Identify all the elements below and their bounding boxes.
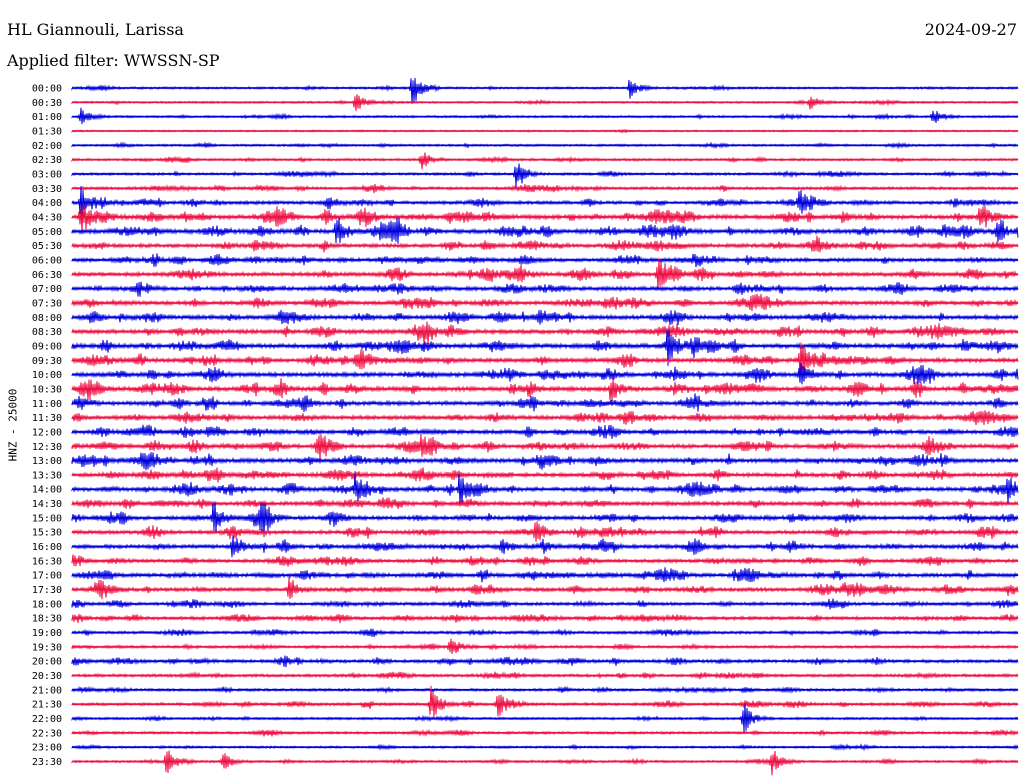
row-time-label: 17:30: [32, 585, 62, 596]
row-time-label: 05:30: [32, 241, 62, 252]
row-time-label: 16:00: [32, 542, 62, 553]
row-time-label: 06:30: [32, 270, 62, 281]
row-time-label: 14:00: [32, 485, 62, 496]
row-time-label: 07:00: [32, 284, 62, 295]
trace-line: [71, 235, 1019, 253]
row-time-label: 22:30: [32, 728, 62, 739]
row-time-label: 23:00: [32, 743, 62, 754]
row-time-label: 00:00: [32, 84, 62, 95]
trace-line: [71, 163, 1019, 187]
row-time-label: 11:30: [32, 413, 62, 424]
row-time-label: 04:00: [32, 198, 62, 209]
row-time-label: 16:30: [32, 556, 62, 567]
row-time-label: 01:30: [32, 126, 62, 137]
trace-line: [71, 321, 1019, 346]
row-time-label: 19:30: [32, 642, 62, 653]
row-time-label: 01:00: [32, 112, 62, 123]
row-time-label: 22:00: [32, 714, 62, 725]
row-time-label: 10:00: [32, 370, 62, 381]
row-time-label: 00:30: [32, 98, 62, 109]
row-time-label: 09:00: [32, 341, 62, 352]
row-time-label: 09:30: [32, 356, 62, 367]
filter-label: Applied filter: WWSSN-SP: [7, 51, 220, 70]
row-time-label: 02:30: [32, 155, 62, 166]
row-time-label: 20:30: [32, 671, 62, 682]
trace-line: [71, 577, 1019, 600]
row-time-label: 02:00: [32, 141, 62, 152]
row-time-label: 10:30: [32, 384, 62, 395]
row-time-label: 08:30: [32, 327, 62, 338]
row-time-label: 07:30: [32, 298, 62, 309]
row-time-label: 18:00: [32, 599, 62, 610]
row-time-label: 17:00: [32, 571, 62, 582]
row-time-label: 04:30: [32, 212, 62, 223]
row-time-label: 21:30: [32, 700, 62, 711]
row-time-label: 11:00: [32, 399, 62, 410]
row-time-label: 20:00: [32, 657, 62, 668]
row-time-label: 23:30: [32, 757, 62, 768]
row-time-label: 13:30: [32, 470, 62, 481]
row-time-label: 18:30: [32, 614, 62, 625]
row-time-label: 06:00: [32, 255, 62, 266]
row-time-label: 03:30: [32, 184, 62, 195]
row-time-label: 12:00: [32, 427, 62, 438]
trace-line: [71, 152, 1019, 170]
row-time-label: 13:00: [32, 456, 62, 467]
row-time-label: 15:00: [32, 513, 62, 524]
station-title: HL Giannouli, Larissa: [7, 20, 184, 39]
row-time-label: 14:30: [32, 499, 62, 510]
date-label: 2024-09-27: [924, 20, 1017, 39]
row-time-label: 21:00: [32, 685, 62, 696]
row-time-label: 05:00: [32, 227, 62, 238]
row-time-label: 19:00: [32, 628, 62, 639]
row-time-label: 08:00: [32, 313, 62, 324]
row-time-label: 12:30: [32, 442, 62, 453]
row-time-label: 03:00: [32, 169, 62, 180]
trace-line: [71, 750, 1019, 776]
row-time-label: 15:30: [32, 528, 62, 539]
